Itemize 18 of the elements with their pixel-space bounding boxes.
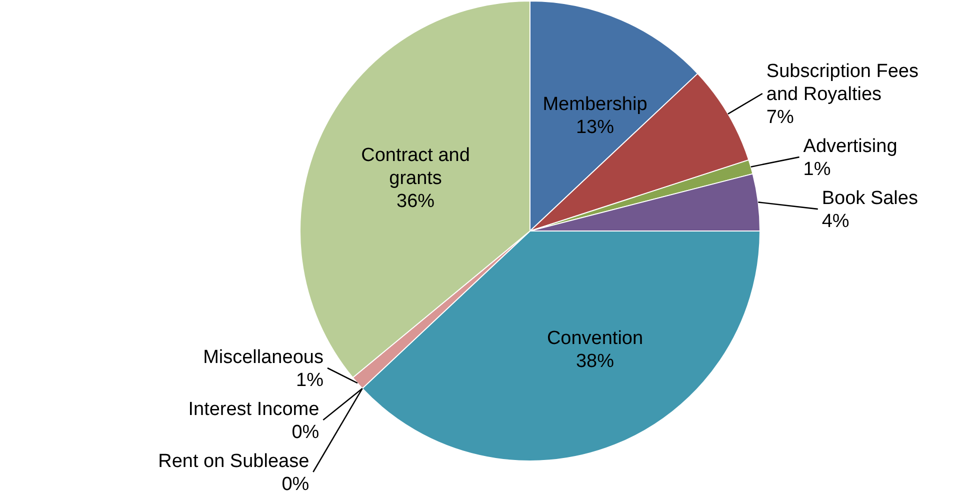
text: 0% <box>282 474 310 496</box>
slice-label: Contract and grants <box>361 144 470 189</box>
category-label: Rent on Sublease <box>158 451 310 472</box>
data-label: 36% <box>396 190 435 212</box>
data-label: 4% <box>822 211 850 232</box>
data-label: 13% <box>576 117 614 138</box>
text: 0% <box>292 422 320 444</box>
slice-label: Miscellaneous <box>203 347 324 368</box>
slice-label: Advertising <box>803 136 898 158</box>
data-label: 1% <box>296 370 324 392</box>
data-label: 38% <box>576 350 614 372</box>
data-label: 1% <box>803 159 831 180</box>
slice-label: Membership <box>542 94 648 116</box>
slice-label: Convention <box>546 328 644 349</box>
data-label: 7% <box>766 107 794 128</box>
legend-label: Interest Income <box>188 399 320 420</box>
slice-label: Book Sales <box>822 188 918 210</box>
slice-label: Subscription Fees and Royalties <box>766 61 918 106</box>
